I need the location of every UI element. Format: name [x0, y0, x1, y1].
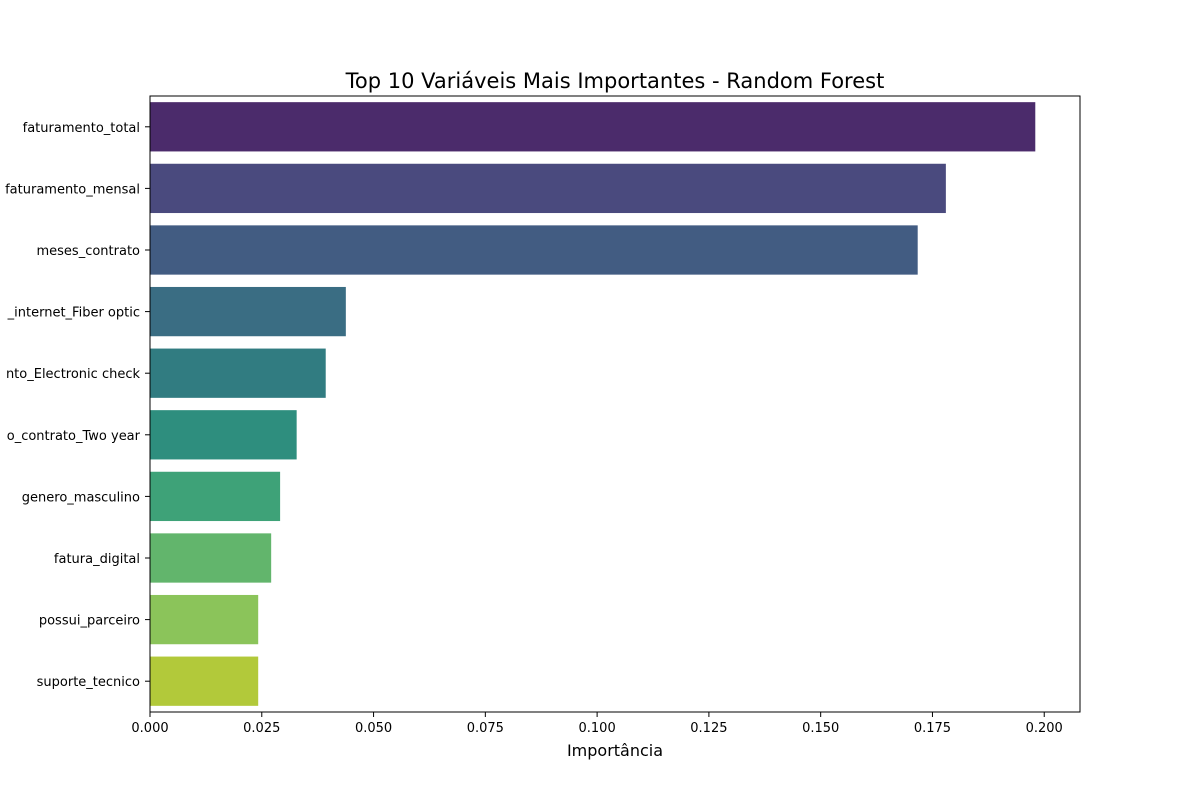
y-tick-label: meses_contrato: [36, 244, 140, 259]
y-tick-label: faturamento_total: [23, 121, 140, 136]
bar: [150, 348, 326, 398]
y-tick-label: fatura_digital: [54, 552, 140, 567]
x-tick-label: 0.175: [914, 721, 951, 736]
x-tick-label: 0.150: [802, 721, 839, 736]
y-tick-label: possui_parceiro: [39, 614, 140, 629]
bar: [150, 656, 259, 706]
x-tick-label: 0.100: [579, 721, 616, 736]
bar: [150, 410, 297, 460]
y-axis: faturamento_total faturamento_mensalmeses…: [5, 121, 150, 690]
x-tick-label: 0.000: [131, 721, 168, 736]
x-tick-label: 0.200: [1026, 721, 1063, 736]
bar: [150, 102, 1036, 152]
y-tick-label: nto_Electronic check: [6, 367, 141, 382]
bar: [150, 286, 346, 337]
y-tick-label: suporte_tecnico: [37, 675, 140, 690]
y-tick-label: o_contrato_Two year: [7, 429, 141, 444]
chart-title: Top 10 Variáveis Mais Importantes - Rand…: [345, 69, 885, 93]
x-tick-label: 0.050: [355, 721, 392, 736]
bar: [150, 533, 272, 583]
x-axis-label: Importância: [567, 741, 663, 760]
x-tick-label: 0.075: [467, 721, 504, 736]
y-tick-label: genero_masculino: [22, 490, 140, 505]
bar: [150, 594, 259, 645]
bar: [150, 225, 918, 275]
bars: [150, 102, 1036, 706]
y-tick-label: _internet_Fiber optic: [7, 306, 140, 321]
plot-frame: [149, 95, 1081, 713]
x-tick-label: 0.025: [243, 721, 280, 736]
bar: [150, 471, 281, 522]
x-axis: 0.000 0.025 0.050 0.075 0.100 0.125 0.150 0.175…: [131, 712, 1063, 736]
bar: [150, 163, 946, 214]
y-tick-label: faturamento_mensal: [5, 182, 140, 197]
x-tick-label: 0.125: [690, 721, 727, 736]
